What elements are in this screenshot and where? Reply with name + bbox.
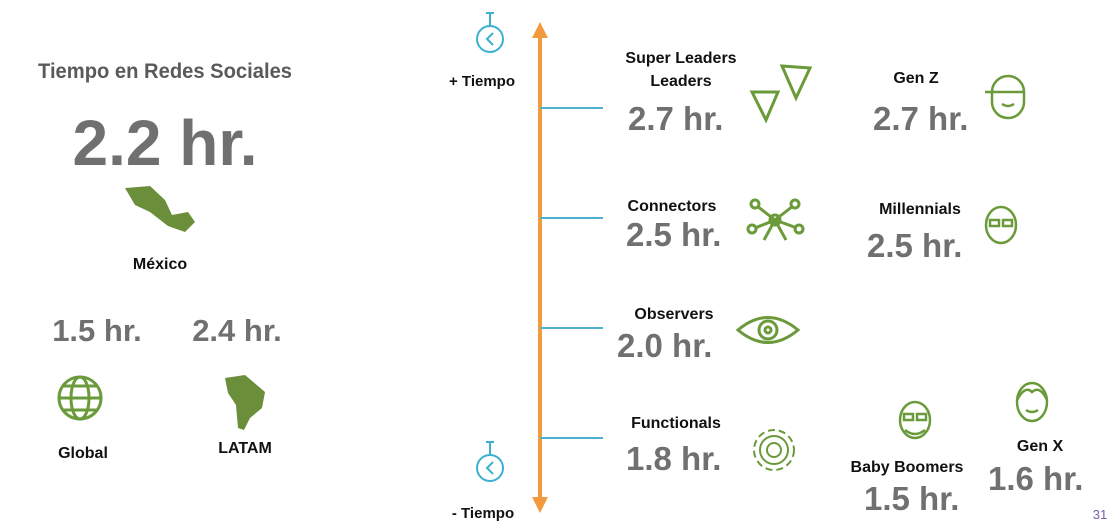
eye-icon bbox=[735, 316, 801, 344]
title: Tiempo en Redes Sociales bbox=[38, 60, 292, 83]
genx-icon bbox=[1015, 381, 1049, 423]
segment-label: Leaders bbox=[650, 73, 711, 90]
millennial-icon bbox=[984, 205, 1018, 245]
global-label: Global bbox=[58, 445, 108, 462]
generation-label: Gen X bbox=[1017, 438, 1064, 455]
global-value: 1.5 hr. bbox=[52, 313, 142, 348]
generation-value: 2.7 hr. bbox=[873, 100, 968, 137]
genz-icon bbox=[985, 74, 1026, 120]
segment-label: Functionals bbox=[631, 415, 721, 432]
segment-label: Super Leaders bbox=[625, 50, 736, 67]
latam-map bbox=[225, 375, 265, 430]
mexico-map bbox=[125, 186, 195, 232]
generation-value: 1.5 hr. bbox=[864, 480, 959, 517]
generation-label: Gen Z bbox=[893, 70, 939, 87]
segment-value: 2.7 hr. bbox=[628, 100, 723, 137]
boomer-icon bbox=[898, 400, 932, 440]
connectors bbox=[540, 107, 603, 439]
generation-label: Baby Boomers bbox=[851, 459, 964, 476]
generation-value: 1.6 hr. bbox=[988, 460, 1083, 497]
gear-icon bbox=[753, 429, 795, 471]
segment-value: 1.8 hr. bbox=[626, 440, 721, 477]
segment-label: Observers bbox=[634, 306, 713, 323]
axis-bottom: - Tiempo bbox=[452, 505, 514, 522]
segment-value: 2.0 hr. bbox=[617, 327, 712, 364]
triangles-icon bbox=[749, 64, 813, 124]
generation-value: 2.5 hr. bbox=[867, 227, 962, 264]
clock-icons bbox=[476, 12, 504, 482]
segment-value: 2.5 hr. bbox=[626, 216, 721, 253]
generation-label: Millennials bbox=[879, 201, 961, 218]
network-icon bbox=[746, 198, 805, 241]
latam-label: LATAM bbox=[218, 440, 272, 457]
mexico-value: 2.2 hr. bbox=[73, 107, 258, 179]
globe-icon bbox=[57, 375, 103, 421]
latam-value: 2.4 hr. bbox=[192, 313, 282, 348]
page-number: 31 bbox=[1093, 507, 1107, 522]
axis-top: + Tiempo bbox=[449, 73, 515, 90]
mexico-label: México bbox=[133, 256, 187, 273]
segment-label: Connectors bbox=[628, 198, 717, 215]
